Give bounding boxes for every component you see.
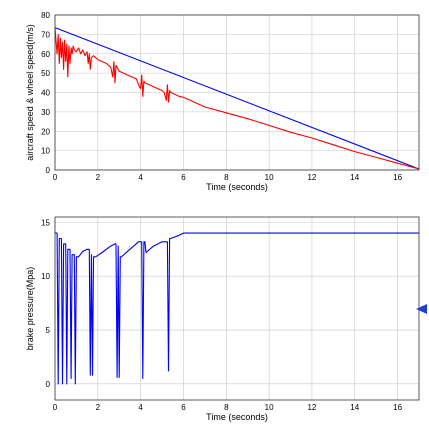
pressure-x-tick-label: 2 xyxy=(96,403,101,412)
speed-series-line-1 xyxy=(54,28,420,170)
marker-arrow-icon xyxy=(416,304,427,314)
pressure-y-tick-label: 10 xyxy=(41,272,50,281)
speed-y-tick-label: 50 xyxy=(41,69,50,78)
speed-tick-labels: 0 2 4 6 8 10 12 14 16 0 10 20 30 40 50 60 70 80 xyxy=(41,11,402,182)
pressure-plot-area xyxy=(55,217,419,400)
pressure-x-tick-label: 4 xyxy=(138,403,143,412)
speed-x-tick-label: 12 xyxy=(307,173,316,182)
pressure-y-tick-label: 15 xyxy=(41,218,50,227)
speed-y-tick-label: 30 xyxy=(41,108,50,117)
speed-y-tick-label: 70 xyxy=(41,30,50,39)
speed-y-tick-label: 40 xyxy=(41,89,50,98)
pressure-x-tick-label: 12 xyxy=(307,403,316,412)
pressure-x-tick-label: 8 xyxy=(224,403,229,412)
speed-y-tick-label: 10 xyxy=(41,147,50,156)
speed-series-line-0 xyxy=(54,27,420,170)
speed-y-tick-label: 60 xyxy=(41,50,50,59)
speed-x-tick-label: 4 xyxy=(138,173,143,182)
speed-y-tick-label: 0 xyxy=(46,166,51,175)
pressure-x-tick-label: 0 xyxy=(53,403,58,412)
speed-x-axis-label: Time (seconds) xyxy=(206,182,268,192)
pressure-x-tick-label: 10 xyxy=(265,403,274,412)
speed-y-tick-label: 80 xyxy=(41,11,50,20)
pressure-tick-labels: 0 2 4 6 8 10 12 14 16 0 5 10 15 xyxy=(41,218,402,412)
pressure-y-axis-label: brake pressure(Mpa) xyxy=(25,267,35,351)
speed-x-tick-label: 14 xyxy=(350,173,359,182)
pressure-y-tick-label: 0 xyxy=(46,380,51,389)
pressure-x-axis-label: Time (seconds) xyxy=(206,412,268,422)
pressure-series-group xyxy=(55,232,419,385)
speed-x-tick-label: 6 xyxy=(181,173,186,182)
speed-y-tick-label: 20 xyxy=(41,127,50,136)
speed-y-axis-label: aircraft speed & wheel speed(m/s) xyxy=(25,24,35,161)
pressure-x-tick-label: 14 xyxy=(350,403,359,412)
speed-plot-frame xyxy=(54,14,420,171)
speed-x-tick-label: 2 xyxy=(96,173,101,182)
pressure-x-tick-label: 6 xyxy=(181,403,186,412)
pressure-chart: 0 2 4 6 8 10 12 14 16 0 5 10 15 Time (seconds) brake… xyxy=(25,216,427,422)
speed-x-tick-label: 0 xyxy=(53,173,58,182)
speed-series-group xyxy=(54,27,420,170)
pressure-series-line-0 xyxy=(55,232,419,385)
pressure-grid xyxy=(54,217,419,400)
pressure-x-tick-label: 16 xyxy=(393,403,402,412)
speed-x-tick-label: 8 xyxy=(224,173,229,182)
speed-chart: 0 2 4 6 8 10 12 14 16 0 10 20 30 40 50 60 70 80 Time (sec… xyxy=(25,11,420,192)
pressure-y-tick-label: 5 xyxy=(46,326,51,335)
speed-x-tick-label: 10 xyxy=(265,173,274,182)
speed-x-tick-label: 16 xyxy=(393,173,402,182)
